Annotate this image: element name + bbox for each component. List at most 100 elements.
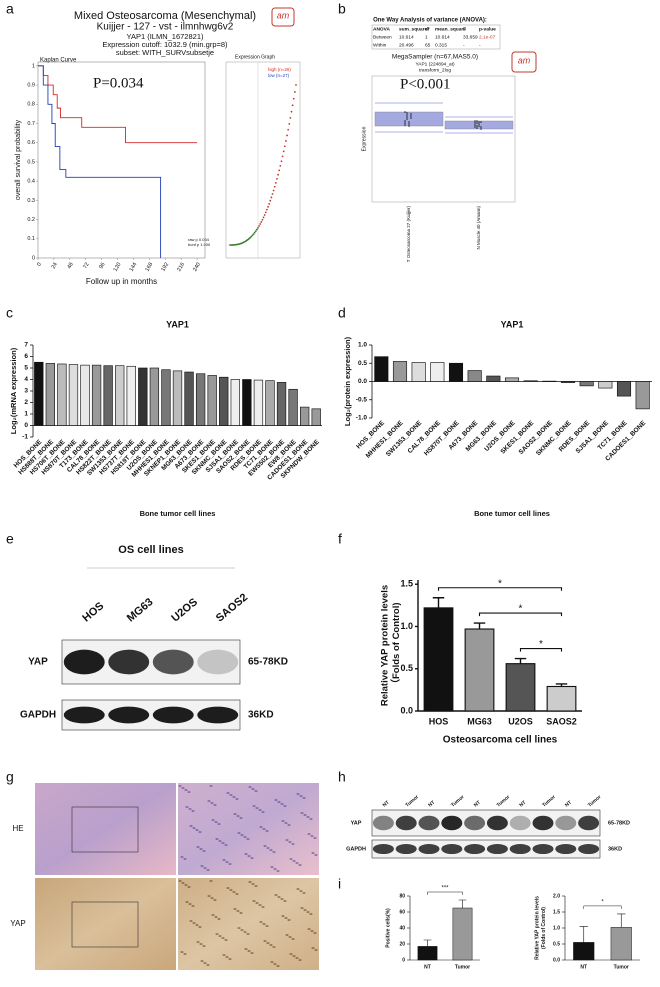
legend-entry: low (n=27)	[268, 73, 290, 78]
p-raw: raw p 0.034	[188, 237, 210, 242]
y-tick-label: 7	[24, 342, 28, 349]
cell-nucleus	[313, 932, 317, 934]
bar	[288, 388, 298, 426]
bar	[103, 365, 113, 426]
cell-nucleus	[213, 899, 217, 901]
bar	[392, 361, 408, 382]
cell-nucleus	[246, 933, 250, 935]
y-tick-label: 2	[24, 399, 28, 406]
bar	[219, 376, 229, 426]
x-tick-label: NT	[424, 964, 431, 970]
cell-nucleus	[258, 809, 262, 811]
histology-row-label: HE	[12, 824, 23, 833]
x-tick-label: Tumor	[614, 964, 629, 970]
sample-dot	[404, 122, 406, 124]
y-axis-label: Positive cells(%)	[385, 908, 391, 948]
blot-size-label: 65-78KD	[248, 657, 288, 668]
histology-overview	[35, 878, 176, 970]
x-axis-label: Bone tumor cell lines	[474, 509, 550, 518]
error-bar	[432, 597, 445, 608]
lane-label: Tumor	[587, 794, 603, 808]
error-bar	[617, 913, 626, 928]
cell-nucleus	[218, 840, 222, 842]
cell-nucleus	[272, 946, 276, 948]
bar	[610, 927, 632, 961]
cell-nucleus	[239, 817, 243, 819]
y-tick-label: 1.0	[358, 342, 367, 349]
x-tick-label: NT	[580, 964, 587, 970]
y-axis-label: Log₂(mRNA expression)	[9, 347, 18, 434]
cell-nucleus	[178, 785, 182, 787]
cell-nucleus	[210, 802, 214, 804]
cell-nucleus	[281, 915, 285, 917]
cell-nucleus	[261, 811, 265, 813]
cutoff: Expression cutoff: 1032.9 (min.grp=8)	[102, 40, 228, 49]
expression-frame	[225, 61, 301, 259]
expression-dot	[271, 193, 274, 195]
expression-dot	[273, 185, 276, 188]
y-tick-label: 0.5	[358, 360, 367, 367]
x-tick-label: 72	[82, 262, 90, 270]
expression-dot	[255, 228, 258, 231]
panel-letter: b	[338, 1, 346, 17]
anova-cell: Between	[373, 34, 392, 40]
megasampler-transform: transform_2log	[419, 67, 451, 73]
cell-nucleus	[189, 825, 193, 827]
x-tick-label: 216	[176, 262, 186, 273]
y-tick-label: 1	[24, 411, 28, 418]
cell-nucleus	[217, 918, 221, 920]
cell-nucleus	[192, 827, 196, 829]
expression-dot	[274, 181, 277, 184]
y-axis-label: Relative YAP protein levels	[534, 896, 540, 960]
bar	[242, 379, 252, 426]
bar	[207, 375, 217, 426]
significance-bracket	[583, 905, 622, 909]
blot-band	[63, 706, 105, 724]
sample-dot	[404, 124, 406, 126]
expression-dot	[272, 189, 275, 192]
y-tick-label: 6	[24, 353, 28, 360]
expression-dot	[295, 84, 297, 86]
y-tick-label: 5	[24, 365, 28, 372]
sample-dot	[480, 126, 482, 128]
cell-nucleus	[309, 913, 313, 915]
expression-dot	[269, 199, 272, 202]
bar	[115, 365, 125, 426]
significance-label: *	[498, 578, 502, 589]
cell-nucleus	[306, 911, 310, 913]
cell-nucleus	[292, 955, 296, 957]
sample-dot	[478, 125, 480, 127]
sample-dot	[408, 125, 410, 127]
bar	[195, 373, 206, 426]
cell-nucleus	[285, 934, 289, 936]
expression-dot	[258, 225, 260, 227]
group-label: N Muscle 40 (Amann)	[476, 205, 481, 249]
lane-label: Tumor	[496, 794, 512, 808]
bar	[505, 663, 536, 712]
lane-label: HOS	[80, 600, 106, 625]
cell-nucleus	[203, 867, 207, 869]
bar	[265, 380, 275, 426]
zoom-box	[71, 806, 139, 853]
bar	[423, 607, 454, 712]
cell-nucleus	[200, 865, 204, 867]
histology-zoom	[178, 783, 319, 875]
anova-cell: 10.614	[435, 34, 450, 40]
cell-nucleus	[243, 836, 247, 838]
cell-nucleus	[265, 830, 269, 832]
expression-dot	[278, 169, 281, 172]
cell-nucleus	[239, 912, 243, 914]
bar	[411, 362, 426, 382]
cell-nucleus	[215, 838, 219, 840]
cell-nucleus	[265, 925, 269, 927]
cell-nucleus	[215, 933, 219, 935]
cell-nucleus	[266, 847, 270, 849]
cell-nucleus	[266, 942, 270, 944]
cell-nucleus	[178, 880, 182, 882]
anova-header: mean_square	[435, 26, 466, 32]
blot-band	[555, 843, 577, 855]
cell-nucleus	[296, 793, 300, 795]
cell-nucleus	[311, 852, 315, 854]
anova-title: One Way Analysis of variance (ANOVA):	[373, 18, 487, 24]
